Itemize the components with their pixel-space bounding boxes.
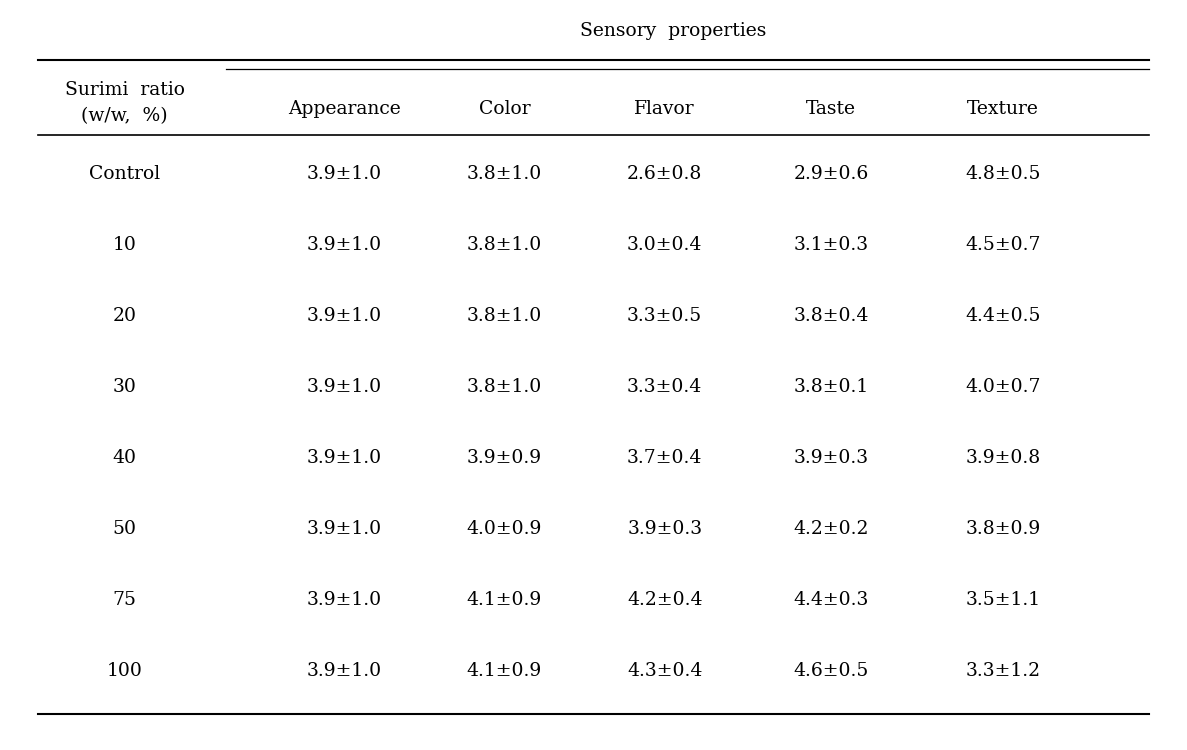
Text: 3.9±0.3: 3.9±0.3 xyxy=(627,520,703,538)
Text: 2.6±0.8: 2.6±0.8 xyxy=(627,165,703,183)
Text: 3.9±1.0: 3.9±1.0 xyxy=(306,378,382,396)
Text: 4.8±0.5: 4.8±0.5 xyxy=(965,165,1041,183)
Text: 3.9±1.0: 3.9±1.0 xyxy=(306,662,382,680)
Text: 4.4±0.3: 4.4±0.3 xyxy=(793,591,869,609)
Text: 3.8±1.0: 3.8±1.0 xyxy=(466,165,542,183)
Text: 4.1±0.9: 4.1±0.9 xyxy=(466,662,542,680)
Text: (w/w,  %): (w/w, %) xyxy=(82,107,167,125)
Text: 4.5±0.7: 4.5±0.7 xyxy=(965,236,1041,254)
Text: 3.9±0.8: 3.9±0.8 xyxy=(965,449,1041,467)
Text: 3.9±1.0: 3.9±1.0 xyxy=(306,520,382,538)
Text: Surimi  ratio: Surimi ratio xyxy=(64,81,185,99)
Text: 3.8±1.0: 3.8±1.0 xyxy=(466,378,542,396)
Text: 3.7±0.4: 3.7±0.4 xyxy=(627,449,703,467)
Text: 3.8±0.4: 3.8±0.4 xyxy=(793,308,869,326)
Text: Control: Control xyxy=(89,165,160,183)
Text: 4.6±0.5: 4.6±0.5 xyxy=(793,662,869,680)
Text: 3.9±0.3: 3.9±0.3 xyxy=(793,449,869,467)
Text: 40: 40 xyxy=(113,449,137,467)
Text: Sensory  properties: Sensory properties xyxy=(580,22,767,40)
Text: 4.0±0.7: 4.0±0.7 xyxy=(965,378,1041,396)
Text: 3.9±0.9: 3.9±0.9 xyxy=(466,449,542,467)
Text: 3.9±1.0: 3.9±1.0 xyxy=(306,308,382,326)
Text: Color: Color xyxy=(478,100,531,118)
Text: Taste: Taste xyxy=(806,100,856,118)
Text: 4.0±0.9: 4.0±0.9 xyxy=(466,520,542,538)
Text: 2.9±0.6: 2.9±0.6 xyxy=(793,165,869,183)
Text: 3.9±1.0: 3.9±1.0 xyxy=(306,449,382,467)
Text: 3.9±1.0: 3.9±1.0 xyxy=(306,591,382,609)
Text: Flavor: Flavor xyxy=(634,100,696,118)
Text: Texture: Texture xyxy=(967,100,1039,118)
Text: 100: 100 xyxy=(107,662,142,680)
Text: Appearance: Appearance xyxy=(288,100,400,118)
Text: 10: 10 xyxy=(113,236,137,254)
Text: 3.5±1.1: 3.5±1.1 xyxy=(965,591,1041,609)
Text: 4.4±0.5: 4.4±0.5 xyxy=(965,308,1041,326)
Text: 4.2±0.2: 4.2±0.2 xyxy=(793,520,869,538)
Text: 3.8±1.0: 3.8±1.0 xyxy=(466,236,542,254)
Text: 3.8±0.9: 3.8±0.9 xyxy=(965,520,1041,538)
Text: 3.8±0.1: 3.8±0.1 xyxy=(793,378,869,396)
Text: 4.2±0.4: 4.2±0.4 xyxy=(627,591,703,609)
Text: 3.0±0.4: 3.0±0.4 xyxy=(627,236,703,254)
Text: 30: 30 xyxy=(113,378,137,396)
Text: 3.8±1.0: 3.8±1.0 xyxy=(466,308,542,326)
Text: 75: 75 xyxy=(113,591,137,609)
Text: 50: 50 xyxy=(113,520,137,538)
Text: 3.1±0.3: 3.1±0.3 xyxy=(793,236,869,254)
Text: 4.3±0.4: 4.3±0.4 xyxy=(627,662,703,680)
Text: 20: 20 xyxy=(113,308,137,326)
Text: 3.3±1.2: 3.3±1.2 xyxy=(965,662,1041,680)
Text: 3.3±0.4: 3.3±0.4 xyxy=(627,378,703,396)
Text: 4.1±0.9: 4.1±0.9 xyxy=(466,591,542,609)
Text: 3.9±1.0: 3.9±1.0 xyxy=(306,165,382,183)
Text: 3.3±0.5: 3.3±0.5 xyxy=(627,308,703,326)
Text: 3.9±1.0: 3.9±1.0 xyxy=(306,236,382,254)
